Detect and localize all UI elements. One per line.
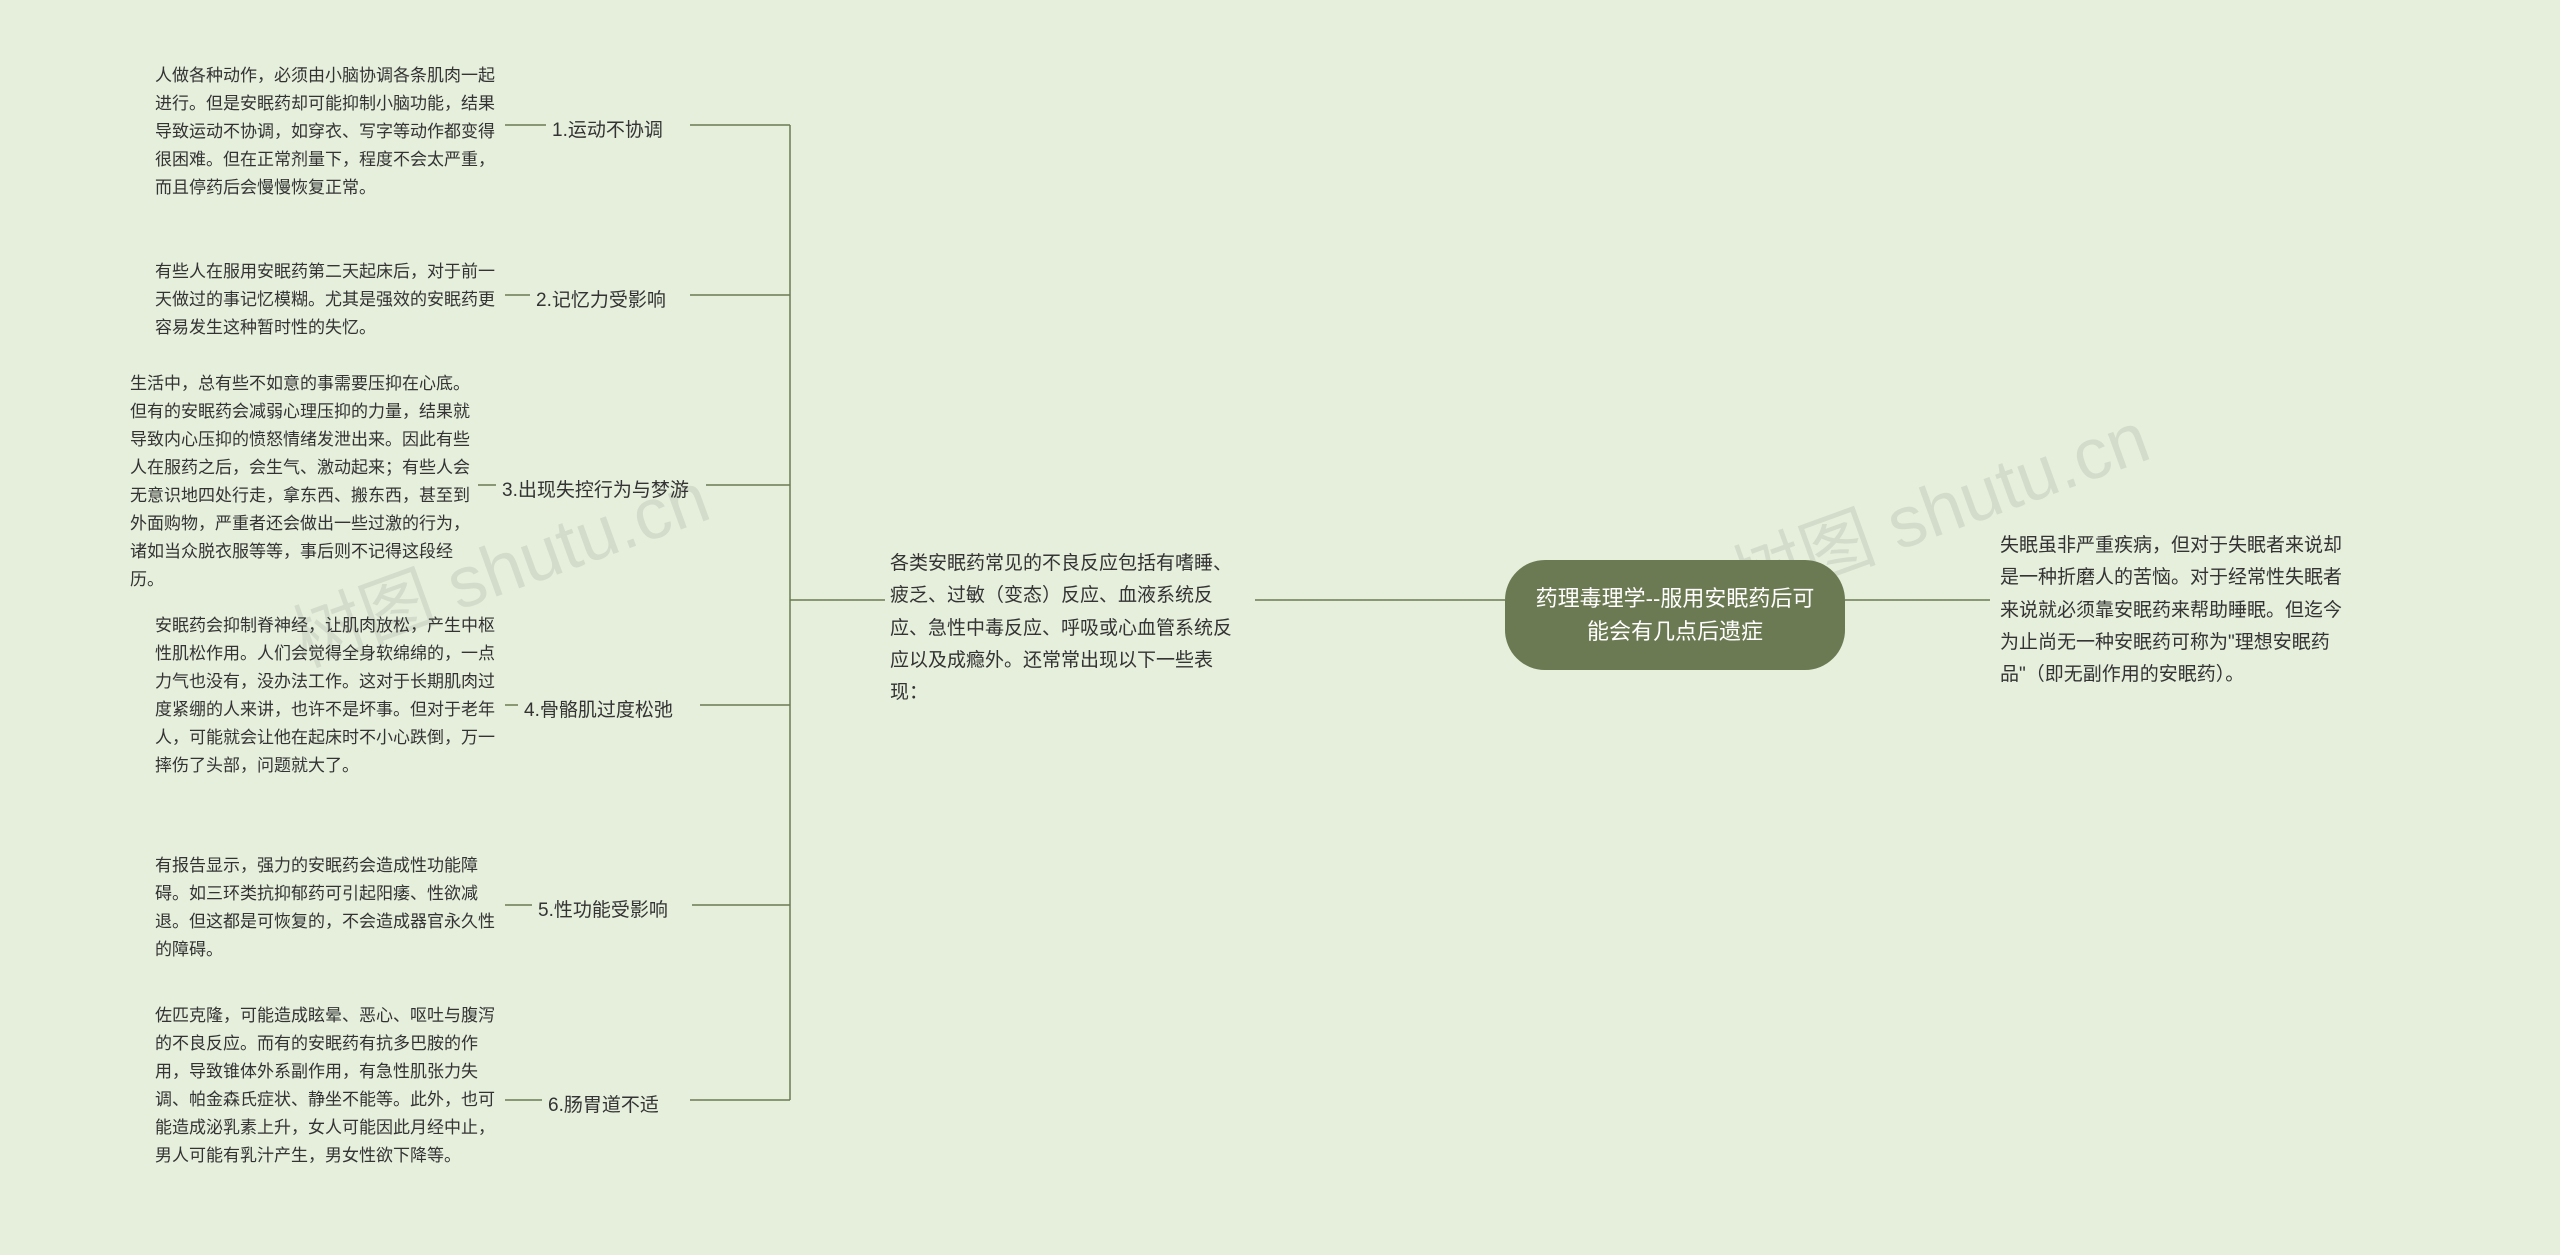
leaf-text-2: 有些人在服用安眠药第二天起床后，对于前一天做过的事记忆模糊。尤其是强效的安眠药更… bbox=[155, 258, 495, 342]
leaf-text-1: 人做各种动作，必须由小脑协调各条肌肉一起进行。但是安眠药却可能抑制小脑功能，结果… bbox=[155, 62, 495, 202]
right-text: 失眠虽非严重疾病，但对于失眠者来说却是一种折磨人的苦恼。对于经常性失眠者来说就必… bbox=[2000, 530, 2350, 691]
leaf-text-6: 佐匹克隆，可能造成眩晕、恶心、呕吐与腹泻的不良反应。而有的安眠药有抗多巴胺的作用… bbox=[155, 1002, 495, 1170]
center-title: 药理毒理学--服用安眠药后可能会有几点后遗症 bbox=[1536, 586, 1815, 644]
leaf-label-1: 1.运动不协调 bbox=[552, 115, 663, 142]
leaf-label-4: 4.骨骼肌过度松弛 bbox=[524, 695, 673, 722]
intro-text: 各类安眠药常见的不良反应包括有嗜睡、疲乏、过敏（变态）反应、血液系统反应、急性中… bbox=[890, 548, 1250, 709]
leaf-label-3: 3.出现失控行为与梦游 bbox=[502, 475, 689, 502]
leaf-text-4: 安眠药会抑制脊神经，让肌肉放松，产生中枢性肌松作用。人们会觉得全身软绵绵的，一点… bbox=[155, 612, 495, 780]
leaf-text-3: 生活中，总有些不如意的事需要压抑在心底。但有的安眠药会减弱心理压抑的力量，结果就… bbox=[130, 370, 470, 594]
leaf-text-5: 有报告显示，强力的安眠药会造成性功能障碍。如三环类抗抑郁药可引起阳痿、性欲减退。… bbox=[155, 852, 495, 964]
center-node: 药理毒理学--服用安眠药后可能会有几点后遗症 bbox=[1505, 560, 1845, 670]
leaf-label-6: 6.肠胃道不适 bbox=[548, 1090, 659, 1117]
leaf-label-2: 2.记忆力受影响 bbox=[536, 285, 666, 312]
leaf-label-5: 5.性功能受影响 bbox=[538, 895, 668, 922]
